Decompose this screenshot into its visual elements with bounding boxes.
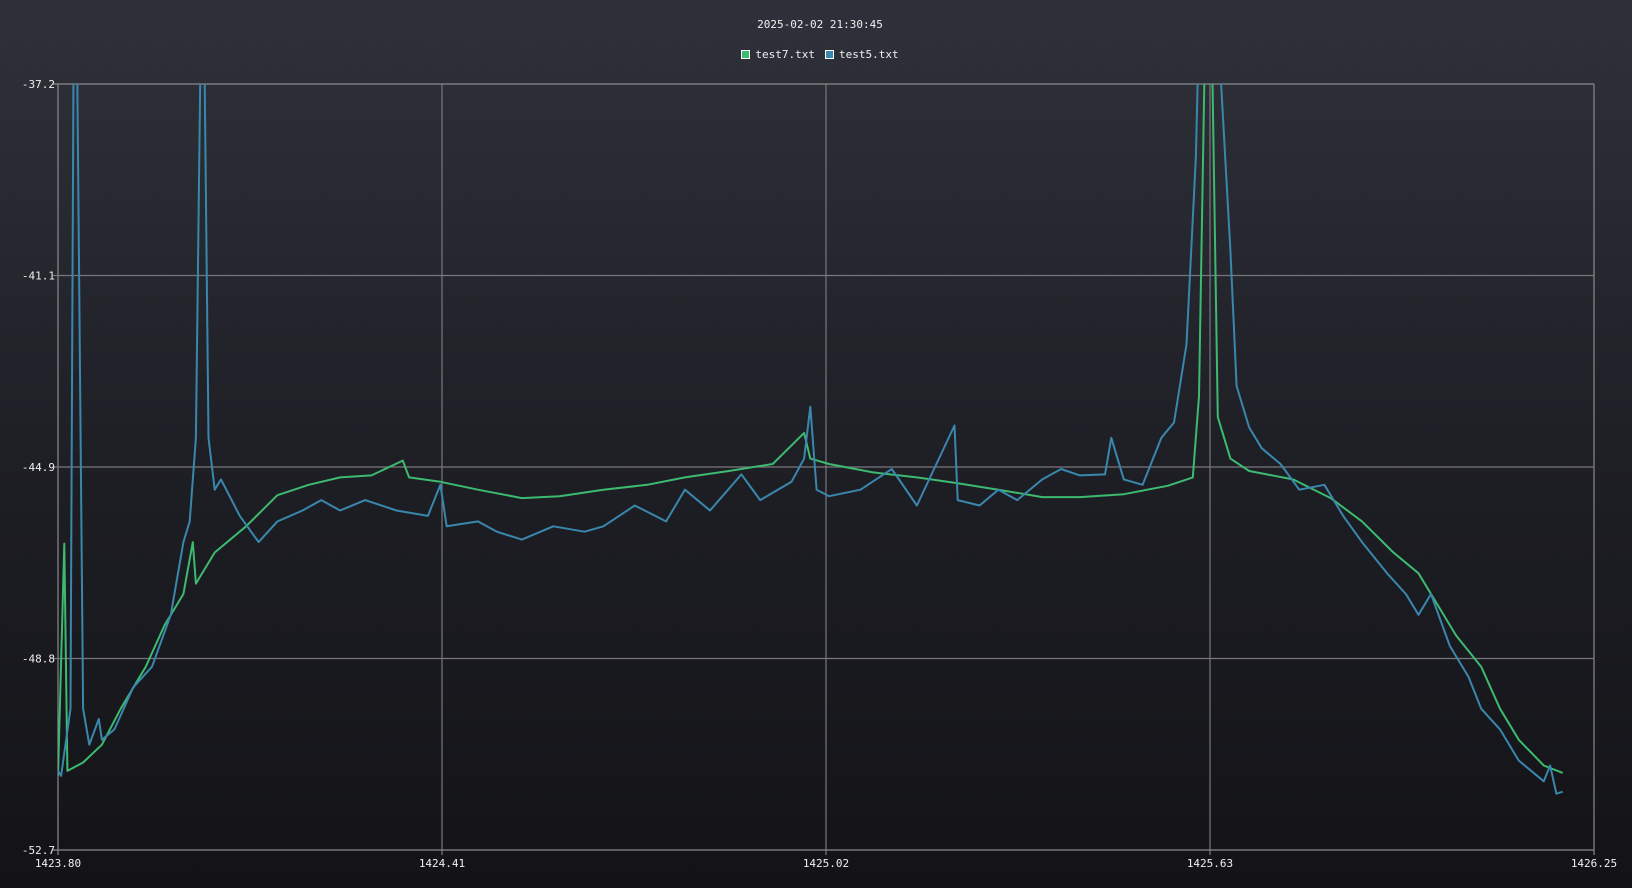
legend-swatch-test5 — [825, 50, 834, 59]
x-tick-label: 1424.41 — [419, 857, 465, 870]
y-tick-label: -41.1 — [22, 270, 55, 283]
chart-title: 2025-02-02 21:30:45 — [757, 18, 883, 31]
x-tick-label: 1426.25 — [1571, 857, 1617, 870]
x-tick-label: 1425.02 — [803, 857, 849, 870]
x-tick-label: 1425.63 — [1187, 857, 1233, 870]
y-tick-label: -52.7 — [22, 844, 55, 857]
legend: test7.txt test5.txt — [0, 48, 1632, 61]
legend-label-test7: test7.txt — [755, 48, 815, 61]
legend-item-test5[interactable]: test5.txt — [825, 48, 899, 61]
series-line-test7 — [58, 84, 1564, 776]
y-tick-label: -48.8 — [22, 653, 55, 666]
legend-label-test5: test5.txt — [839, 48, 899, 61]
legend-swatch-test7 — [741, 50, 751, 59]
y-tick-label: -37.2 — [22, 78, 55, 91]
y-tick-label: -44.9 — [22, 461, 55, 474]
series-line-test5 — [58, 84, 1564, 795]
legend-item-test7[interactable]: test7.txt — [741, 48, 815, 61]
x-tick-label: 1423.80 — [35, 857, 81, 870]
